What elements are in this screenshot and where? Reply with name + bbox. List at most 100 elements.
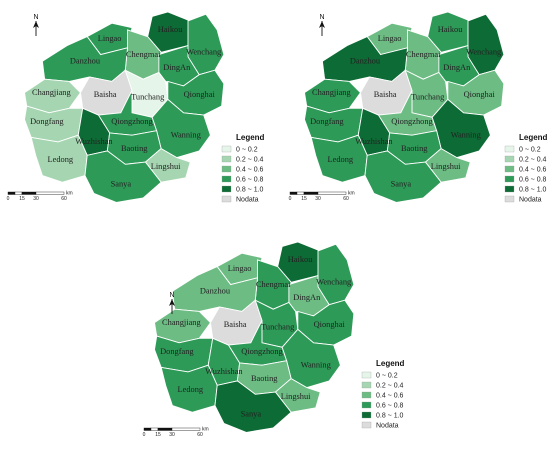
scale-tick-label: 0 bbox=[7, 196, 10, 202]
region-label-danzhou: Danzhou bbox=[200, 287, 231, 296]
region-label-qionghai: Qionghai bbox=[464, 90, 496, 99]
legend-swatch bbox=[221, 165, 232, 173]
legend-item-label: 0 ~ 0.2 bbox=[236, 147, 258, 154]
legend-item-label: Nodata bbox=[376, 423, 399, 430]
region-label-danzhou: Danzhou bbox=[70, 57, 101, 66]
legend-title: Legend bbox=[376, 359, 405, 368]
legend-swatch bbox=[221, 175, 232, 183]
region-label-qionghai: Qionghai bbox=[314, 320, 346, 329]
region-label-wuzhishan: Wuzhishan bbox=[355, 137, 393, 146]
north-label: N bbox=[33, 14, 38, 21]
legend-title: Legend bbox=[236, 133, 265, 142]
legend-swatch bbox=[504, 145, 515, 153]
scale-tick-label: 60 bbox=[61, 196, 67, 202]
region-label-changjiang: Changjiang bbox=[32, 88, 71, 97]
scale-unit: km bbox=[348, 191, 355, 197]
region-label-wenchang: Wenchang bbox=[186, 48, 222, 57]
region-label-wanning: Wanning bbox=[171, 130, 202, 139]
legend-swatch bbox=[504, 165, 515, 173]
legend-item-label: 0.8 ~ 1.0 bbox=[236, 187, 264, 194]
north-arrow-icon: N bbox=[33, 14, 39, 36]
region-label-wanning: Wanning bbox=[451, 130, 482, 139]
region-label-wuzhishan: Wuzhishan bbox=[205, 367, 243, 376]
region-label-wanning: Wanning bbox=[301, 360, 332, 369]
region-label-sanya: Sanya bbox=[111, 180, 132, 189]
region-label-danzhou: Danzhou bbox=[350, 57, 381, 66]
scale-tick-label: 60 bbox=[197, 432, 203, 438]
region-label-qiongzhong: Qiongzhong bbox=[391, 117, 433, 126]
legend-item-label: Nodata bbox=[519, 197, 542, 204]
region-sanya bbox=[364, 150, 442, 203]
scale-tick-label: 15 bbox=[301, 196, 307, 202]
legend: Legend 0 ~ 0.2 0.2 ~ 0.4 0.4 ~ 0.6 0.6 ~ 0.8… bbox=[361, 359, 405, 430]
map-1: Haikou Wenchang Lingao Chengmai Danzhou DingA… bbox=[23, 11, 225, 203]
region-label-lingao: Lingao bbox=[378, 34, 402, 43]
region-label-tunchang: Tunchang bbox=[261, 322, 295, 331]
region-label-haikou: Haikou bbox=[158, 25, 183, 34]
scale-tick-label: 60 bbox=[343, 196, 349, 202]
legend-item-label: 0.6 ~ 0.8 bbox=[236, 177, 264, 184]
legend-swatch bbox=[361, 401, 372, 409]
north-arrow-icon: N bbox=[169, 292, 175, 314]
region-sanya bbox=[214, 380, 292, 433]
region-label-ledong: Ledong bbox=[178, 385, 204, 394]
region-label-dongfang: Dongfang bbox=[30, 117, 64, 126]
region-label-ledong: Ledong bbox=[48, 155, 74, 164]
legend-item-label: 0 ~ 0.2 bbox=[519, 147, 541, 154]
legend-swatch bbox=[504, 155, 515, 163]
region-label-lingao: Lingao bbox=[228, 264, 252, 273]
legend-title: Legend bbox=[519, 133, 548, 142]
legend-swatch bbox=[361, 411, 372, 419]
region-label-chengmai: Chengmai bbox=[126, 50, 161, 59]
region-label-baoting: Baoting bbox=[251, 374, 278, 383]
legend-item-label: 0.4 ~ 0.6 bbox=[236, 167, 264, 174]
legend-item-label: 0 ~ 0.2 bbox=[376, 373, 398, 380]
region-label-baoting: Baoting bbox=[401, 144, 428, 153]
legend-swatch bbox=[221, 195, 232, 203]
region-label-baoting: Baoting bbox=[121, 144, 148, 153]
scale-tick-label: 0 bbox=[289, 196, 292, 202]
region-label-chengmai: Chengmai bbox=[406, 50, 441, 59]
region-label-dingan: DingAn bbox=[163, 63, 191, 72]
scale-tick-label: 30 bbox=[33, 196, 39, 202]
region-label-lingshui: Lingshui bbox=[281, 392, 311, 401]
north-arrow-icon: N bbox=[319, 14, 325, 36]
region-label-haikou: Haikou bbox=[288, 255, 313, 264]
legend-item-label: 0.6 ~ 0.8 bbox=[376, 403, 404, 410]
legend-item-label: 0.2 ~ 0.4 bbox=[519, 157, 547, 164]
map-3: Haikou Wenchang Lingao Chengmai Danzhou DingA… bbox=[153, 241, 355, 433]
legend-swatch bbox=[221, 145, 232, 153]
north-label: N bbox=[169, 292, 174, 299]
region-label-wenchang: Wenchang bbox=[316, 278, 352, 287]
scale-unit: km bbox=[66, 191, 73, 197]
region-label-baisha: Baisha bbox=[374, 90, 397, 99]
region-label-dingan: DingAn bbox=[293, 293, 321, 302]
legend-swatch bbox=[504, 195, 515, 203]
legend-item-label: 0.8 ~ 1.0 bbox=[519, 187, 547, 194]
region-label-lingshui: Lingshui bbox=[431, 162, 461, 171]
region-label-ledong: Ledong bbox=[328, 155, 354, 164]
region-label-qiongzhong: Qiongzhong bbox=[241, 347, 283, 356]
legend-swatch bbox=[361, 381, 372, 389]
region-label-sanya: Sanya bbox=[391, 180, 412, 189]
legend-item-label: 0.2 ~ 0.4 bbox=[376, 383, 404, 390]
legend: Legend 0 ~ 0.2 0.2 ~ 0.4 0.4 ~ 0.6 0.6 ~ 0.8… bbox=[504, 133, 548, 204]
region-label-lingshui: Lingshui bbox=[151, 162, 181, 171]
legend-item-label: 0.6 ~ 0.8 bbox=[519, 177, 547, 184]
region-label-qionghai: Qionghai bbox=[184, 90, 216, 99]
scale-tick-label: 30 bbox=[169, 432, 175, 438]
region-label-chengmai: Chengmai bbox=[256, 280, 291, 289]
region-label-dingan: DingAn bbox=[443, 63, 471, 72]
scale-tick-label: 30 bbox=[315, 196, 321, 202]
legend-swatch bbox=[221, 185, 232, 193]
region-sanya bbox=[84, 150, 162, 203]
region-label-qiongzhong: Qiongzhong bbox=[111, 117, 153, 126]
legend: Legend 0 ~ 0.2 0.2 ~ 0.4 0.4 ~ 0.6 0.6 ~ 0.8… bbox=[221, 133, 265, 204]
region-label-sanya: Sanya bbox=[241, 410, 262, 419]
region-label-dongfang: Dongfang bbox=[160, 347, 194, 356]
legend-item-label: Nodata bbox=[236, 197, 259, 204]
